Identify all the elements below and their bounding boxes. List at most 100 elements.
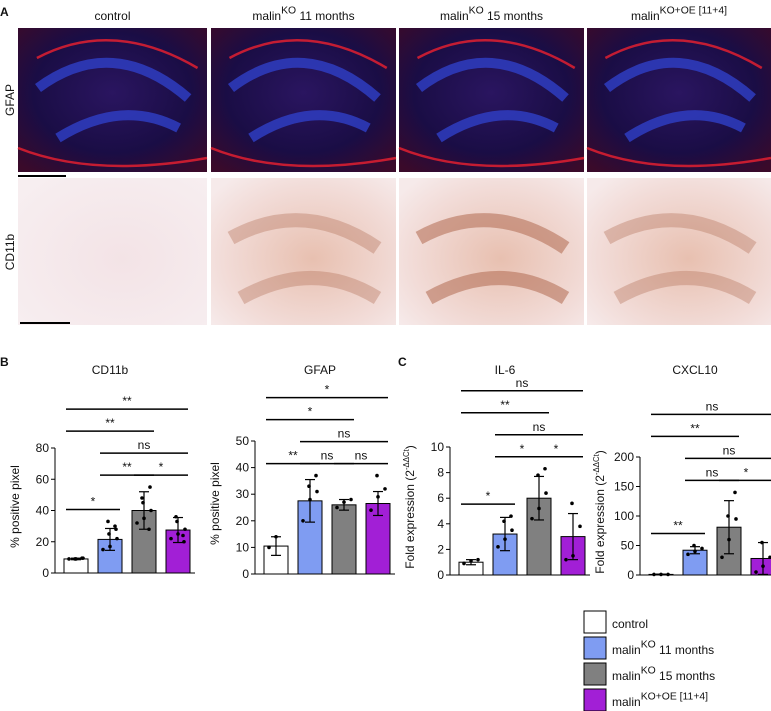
legend-swatch	[583, 688, 607, 711]
chart-title: CD11b	[92, 363, 129, 377]
y-axis-label: % positive pixel	[8, 465, 22, 548]
significance-label: **	[288, 449, 298, 463]
significance-label: ns	[516, 376, 529, 390]
legend-label-sup: KO+OE [11+4]	[641, 692, 708, 703]
y-tick-label: 4	[437, 517, 444, 531]
cd11b-image	[399, 178, 584, 325]
legend-label: malinKO 15 months	[612, 666, 715, 683]
legend-label-suffix: 15 months	[656, 669, 715, 683]
legend-label-sup: KO	[641, 640, 656, 651]
panel-letter: C	[398, 355, 407, 369]
significance-label: ns	[321, 449, 334, 463]
data-point	[693, 549, 697, 554]
data-point	[335, 505, 339, 510]
y-tick-label: 60	[36, 472, 50, 486]
significance-label: ns	[706, 399, 719, 413]
y-tick-label: 50	[236, 434, 250, 448]
data-point	[733, 490, 737, 495]
data-point	[544, 491, 548, 495]
legend-label-main: malin	[612, 669, 641, 683]
column-label-suffix: 11 months	[296, 9, 354, 23]
y-tick-label: 0	[242, 567, 249, 581]
y-tick-label: 0	[437, 568, 444, 582]
data-point	[734, 517, 738, 521]
data-point	[727, 537, 731, 542]
hippocampus-blue	[415, 57, 569, 143]
significance-label: **	[690, 421, 700, 435]
y-tick-label: 0	[627, 568, 634, 582]
data-point	[543, 466, 547, 471]
significance-label: **	[122, 460, 132, 474]
y-axis-label-main: Fold expression (2	[593, 475, 607, 574]
data-point	[308, 497, 312, 502]
bar	[97, 538, 123, 574]
significance-label: *	[554, 442, 559, 456]
data-point	[141, 500, 145, 505]
y-tick-label: 20	[36, 535, 50, 549]
significance-label: *	[486, 489, 491, 503]
cd11b-stain	[227, 213, 382, 305]
significance-label: **	[500, 398, 510, 412]
y-axis-label-suffix: )	[403, 445, 417, 449]
data-point	[175, 519, 179, 524]
significance-label: ns	[533, 420, 546, 434]
data-point	[142, 516, 146, 521]
data-point	[106, 519, 110, 524]
y-tick-label: 10	[431, 440, 445, 454]
data-point	[375, 473, 379, 478]
data-point	[726, 514, 730, 518]
data-point	[314, 473, 318, 478]
data-point	[476, 557, 480, 562]
chart-title: IL-6	[495, 363, 516, 377]
data-point	[469, 559, 473, 563]
column-label-main: malin	[252, 9, 281, 23]
legend-swatch	[583, 610, 607, 634]
significance-label: ns	[723, 443, 736, 457]
data-point	[666, 572, 670, 577]
data-point	[376, 495, 380, 499]
data-point	[686, 552, 690, 557]
vessel-red	[210, 38, 397, 168]
data-point	[564, 557, 568, 562]
column-label-main: malin	[631, 9, 660, 23]
data-point	[760, 540, 764, 545]
data-point	[537, 506, 541, 511]
data-point	[149, 508, 153, 513]
cd11b-stain	[603, 213, 757, 305]
data-point	[761, 564, 765, 568]
data-point	[349, 497, 353, 502]
data-point	[510, 528, 514, 532]
data-point	[183, 527, 187, 532]
data-point	[140, 496, 144, 500]
data-point	[383, 487, 387, 491]
column-label-suffix: 15 months	[484, 9, 543, 23]
hippocampus-blue	[227, 57, 381, 143]
column-label-main: malin	[440, 9, 469, 23]
data-point	[115, 536, 119, 541]
data-point	[181, 533, 185, 538]
legend-label-suffix: 11 months	[656, 643, 714, 657]
y-axis-label: Fold expression (2-ΔΔCt)	[402, 445, 417, 569]
column-label: control	[94, 9, 130, 23]
data-point	[502, 519, 506, 524]
cd11b-image	[587, 178, 771, 325]
data-point	[503, 537, 507, 541]
data-point	[342, 500, 346, 504]
significance-label: ns	[138, 438, 151, 452]
gfap-image	[18, 28, 207, 172]
legend-label-main: control	[612, 617, 648, 631]
y-tick-label: 50	[621, 539, 635, 553]
data-point	[80, 556, 84, 560]
data-point	[73, 557, 77, 561]
significance-label: *	[159, 460, 164, 474]
y-tick-label: 100	[614, 509, 634, 523]
data-point	[114, 527, 118, 532]
panel-letter: B	[0, 355, 9, 369]
vessel-red	[398, 38, 585, 168]
hippocampus-blue	[35, 57, 192, 143]
data-point	[147, 527, 151, 532]
y-tick-label: 10	[236, 540, 250, 554]
significance-label: *	[308, 405, 313, 419]
